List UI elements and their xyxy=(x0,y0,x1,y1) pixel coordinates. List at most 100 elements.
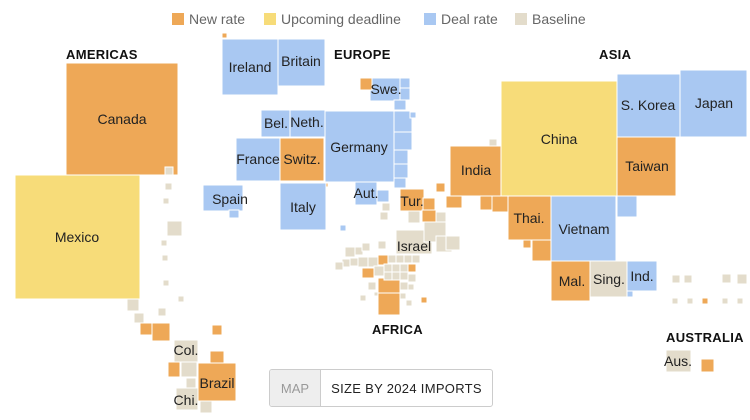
region-americas: AMERICAS xyxy=(66,47,138,62)
tile-canada[interactable] xyxy=(65,62,179,176)
tile-small xyxy=(162,197,170,205)
tile-brazil[interactable] xyxy=(197,362,237,402)
label-netherlands: Neth. xyxy=(290,114,323,130)
tile-small xyxy=(616,195,638,218)
legend-baseline-label: Baseline xyxy=(532,11,586,27)
deal-rate-swatch xyxy=(424,13,436,25)
tile-belgium[interactable] xyxy=(260,109,292,138)
label-austria: Aut. xyxy=(354,185,379,201)
label-italy: Italy xyxy=(290,199,316,215)
tile-small xyxy=(377,292,401,316)
label-ireland: Ireland xyxy=(229,59,272,75)
tile-small xyxy=(422,197,436,211)
tile-small xyxy=(211,324,223,336)
tile-small xyxy=(522,239,532,249)
tile-small xyxy=(383,263,393,273)
tile-small xyxy=(157,307,167,317)
tile-small xyxy=(721,273,732,284)
tile-small xyxy=(393,177,407,189)
legend-new-rate-label: New rate xyxy=(189,11,246,27)
tile-australia[interactable] xyxy=(665,349,692,373)
tile-small xyxy=(399,281,409,291)
tile-small xyxy=(377,240,387,250)
tile-small xyxy=(393,99,407,111)
tile-small xyxy=(349,257,359,267)
tile-small xyxy=(383,271,393,281)
label-canada: Canada xyxy=(97,111,146,127)
tile-spain[interactable] xyxy=(202,184,244,212)
tile-small xyxy=(339,224,347,232)
label-turkey: Tur. xyxy=(400,193,424,209)
label-switzerland: Switz. xyxy=(283,151,320,167)
tile-small xyxy=(399,292,407,300)
label-colombia: Col. xyxy=(174,342,199,358)
tile-italy[interactable] xyxy=(279,182,327,231)
tile-mexico[interactable] xyxy=(14,174,141,300)
tile-small xyxy=(491,195,509,213)
tile-small xyxy=(139,322,153,336)
tile-netherlands[interactable] xyxy=(289,109,326,138)
tile-small xyxy=(407,210,421,224)
label-indonesia: Ind. xyxy=(630,268,653,284)
tile-small xyxy=(407,273,417,283)
size-by-imports-button[interactable]: SIZE BY 2024 IMPORTS xyxy=(331,380,482,396)
tile-indonesia[interactable] xyxy=(626,260,658,292)
label-china: China xyxy=(541,131,578,147)
tile-small xyxy=(411,254,421,264)
tile-small xyxy=(162,279,170,287)
tile-small xyxy=(479,195,493,211)
tile-switzerland[interactable] xyxy=(279,137,325,182)
tile-small xyxy=(721,297,729,305)
tile-small xyxy=(421,209,437,223)
label-spain: Spain xyxy=(212,191,248,207)
tile-small xyxy=(435,211,447,223)
tile-small xyxy=(393,149,409,165)
tile-small xyxy=(359,77,373,91)
tile-malaysia[interactable] xyxy=(550,260,591,302)
new-rate-swatch xyxy=(172,13,184,25)
legend-deal-rate-label: Deal rate xyxy=(441,11,498,27)
tile-small xyxy=(700,358,715,373)
view-toggle: MAP SIZE BY 2024 IMPORTS xyxy=(269,369,493,407)
tile-small xyxy=(445,235,461,251)
tile-china[interactable] xyxy=(500,80,618,197)
label-france: France xyxy=(236,151,280,167)
tile-small xyxy=(420,296,428,304)
tile-small xyxy=(445,195,463,209)
tile-small xyxy=(391,263,401,273)
label-japan: Japan xyxy=(695,95,733,111)
tile-small xyxy=(199,400,213,414)
tile-small xyxy=(686,297,694,305)
label-israel: Israel xyxy=(397,238,431,254)
tile-small xyxy=(177,295,185,303)
tile-small xyxy=(167,361,181,378)
map-view-button[interactable]: MAP xyxy=(270,370,321,406)
tile-small xyxy=(373,291,379,297)
tile-south-korea[interactable] xyxy=(616,73,681,138)
tile-small xyxy=(379,211,389,221)
tile-india[interactable] xyxy=(449,145,502,197)
tile-japan[interactable] xyxy=(679,69,748,138)
tile-small xyxy=(409,111,417,119)
legend-baseline: Baseline xyxy=(515,8,586,30)
label-britain: Britain xyxy=(281,53,321,69)
tile-france[interactable] xyxy=(235,137,281,182)
tile-germany[interactable] xyxy=(324,110,395,183)
tile-britain[interactable] xyxy=(277,38,326,87)
label-mexico: Mexico xyxy=(55,229,100,245)
tile-small xyxy=(399,263,409,273)
tile-taiwan[interactable] xyxy=(616,136,677,197)
label-sweden: Swe. xyxy=(370,81,401,97)
tile-small xyxy=(344,246,356,258)
tile-small xyxy=(133,312,145,324)
tile-small xyxy=(376,189,390,203)
label-brazil: Brazil xyxy=(199,375,234,391)
tile-small xyxy=(736,273,748,285)
legend-upcoming-deadline: Upcoming deadline xyxy=(264,8,401,30)
tile-small xyxy=(164,182,173,191)
tile-ireland[interactable] xyxy=(221,38,279,96)
label-india: India xyxy=(461,162,492,178)
upcoming-deadline-swatch xyxy=(264,13,276,25)
label-malaysia: Mal. xyxy=(559,273,585,289)
tile-small xyxy=(736,297,744,305)
